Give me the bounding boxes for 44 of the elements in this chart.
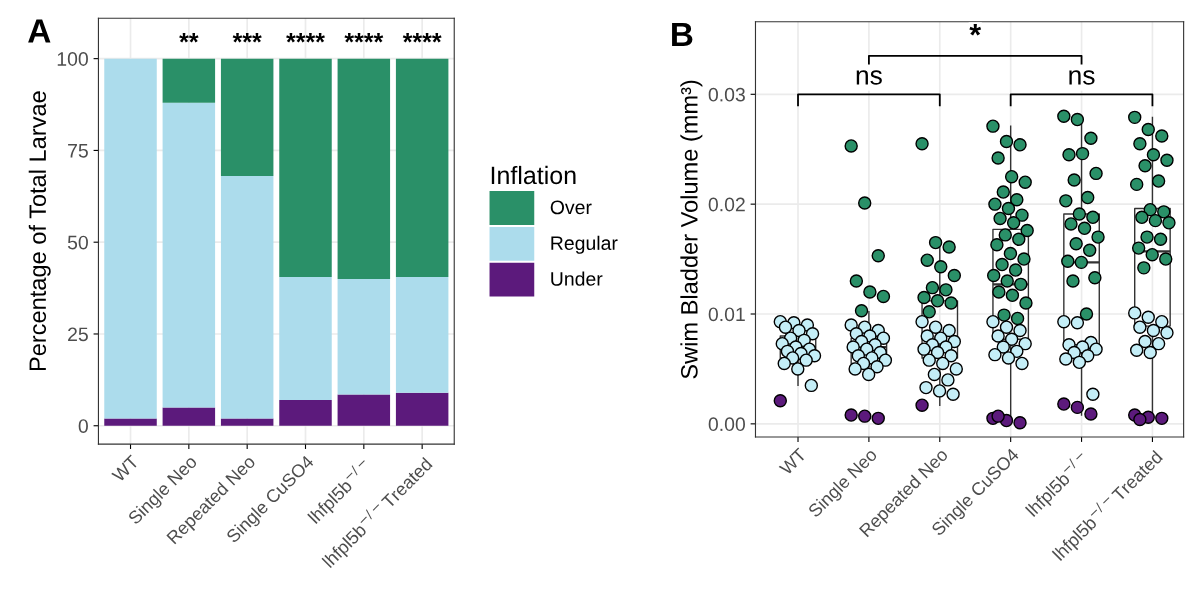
y-tick-label: 0.03 xyxy=(708,87,745,102)
bar xyxy=(395,277,449,393)
chart-title: A xyxy=(28,19,51,43)
annotation: **** xyxy=(344,33,384,43)
legend-title: Inflation xyxy=(491,165,576,185)
chart-title: B xyxy=(672,23,693,46)
annotation: ns xyxy=(856,70,882,85)
bar xyxy=(104,418,157,426)
bar xyxy=(162,407,216,426)
annotation: ns xyxy=(1069,70,1095,85)
y-axis-title: Swim Bladder Volume (mm³) xyxy=(680,80,703,379)
y-axis-title: Percentage of Total Larvae xyxy=(28,91,51,371)
y-tick-label: 100 xyxy=(57,52,88,66)
y-tick-label: 0.01 xyxy=(708,307,745,322)
annotation: ** xyxy=(179,33,199,43)
annotation: * xyxy=(969,24,982,36)
y-tick-label: 75 xyxy=(68,144,88,158)
bar xyxy=(220,418,274,426)
legend-label: Under xyxy=(551,271,603,286)
bar xyxy=(395,58,449,278)
bar xyxy=(104,58,157,419)
annotation: **** xyxy=(402,33,442,43)
bar xyxy=(279,277,332,401)
bar xyxy=(337,58,391,279)
y-tick-label: 50 xyxy=(67,235,88,250)
bar xyxy=(337,394,391,426)
bar xyxy=(395,392,449,426)
bar xyxy=(220,176,274,419)
legend-label: Over xyxy=(550,200,592,215)
bar xyxy=(162,102,216,408)
y-tick-label: 0.02 xyxy=(708,197,745,212)
legend-label: Regular xyxy=(551,235,618,254)
annotation: *** xyxy=(232,33,262,43)
x-tick-label: WT xyxy=(111,454,140,483)
bar xyxy=(279,400,332,426)
bar xyxy=(279,58,332,278)
annotation: **** xyxy=(286,33,325,43)
bar xyxy=(162,58,216,103)
y-tick-label: 0 xyxy=(78,419,88,433)
bar xyxy=(220,58,274,177)
y-tick-label: 0.00 xyxy=(708,417,745,432)
x-tick-label: WT xyxy=(778,447,807,476)
bar xyxy=(337,278,391,395)
y-tick-label: 25 xyxy=(68,327,88,342)
